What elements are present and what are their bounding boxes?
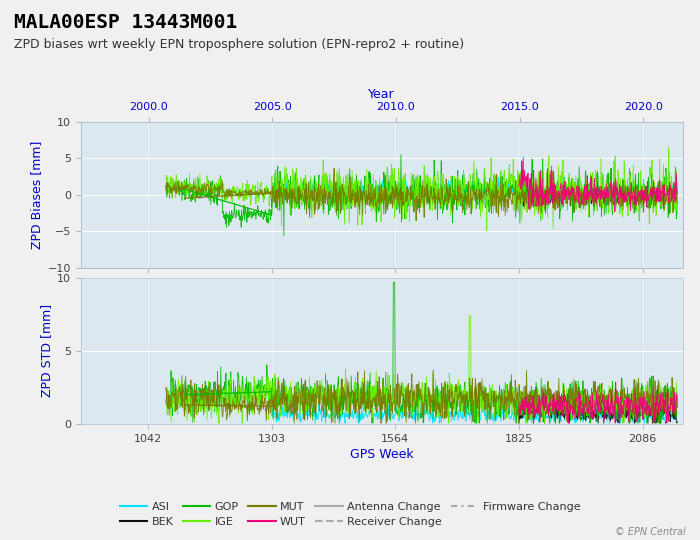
Y-axis label: ZPD STD [mm]: ZPD STD [mm] xyxy=(40,305,52,397)
X-axis label: Year: Year xyxy=(368,87,395,100)
Legend: ASI, BEK, GOP, IGE, MUT, WUT, Antenna Change, Receiver Change, Firmware Change: ASI, BEK, GOP, IGE, MUT, WUT, Antenna Ch… xyxy=(115,497,585,532)
Y-axis label: ZPD Biases [mm]: ZPD Biases [mm] xyxy=(30,140,43,249)
Text: MALA00ESP 13443M001: MALA00ESP 13443M001 xyxy=(14,14,237,32)
Text: ZPD biases wrt weekly EPN troposphere solution (EPN-repro2 + routine): ZPD biases wrt weekly EPN troposphere so… xyxy=(14,38,464,51)
X-axis label: GPS Week: GPS Week xyxy=(350,448,413,461)
Text: © EPN Central: © EPN Central xyxy=(615,527,686,537)
